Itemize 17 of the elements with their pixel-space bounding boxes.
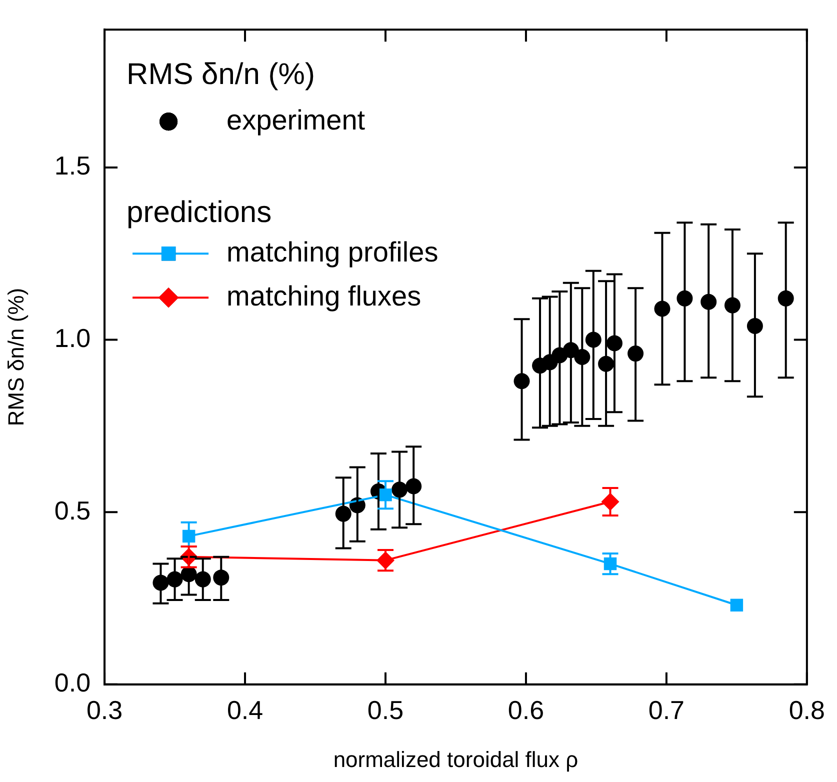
y-axis-title: RMS δn/n (%) [3, 288, 28, 426]
annotation: predictions [126, 196, 272, 229]
x-tick-label: 0.8 [788, 695, 826, 726]
y-tick-label: 0.5 [54, 495, 91, 526]
x-tick-label: 0.7 [648, 695, 685, 726]
y-tick-label: 1.0 [54, 322, 91, 353]
x-tick-label: 0.5 [367, 695, 404, 726]
x-tick-label: 0.3 [86, 695, 123, 726]
legend-title: RMS δn/n (%) [126, 58, 315, 91]
legend-label: matching profiles [226, 236, 438, 268]
x-tick-label: 0.6 [508, 695, 544, 726]
x-axis-title: normalized toroidal flux ρ [333, 746, 578, 772]
legend-label: matching fluxes [226, 280, 422, 312]
y-tick-label: 1.5 [54, 150, 91, 181]
legend-label: experiment [226, 104, 366, 136]
x-tick-label: 0.4 [226, 695, 264, 726]
y-tick-label: 0.0 [54, 668, 91, 698]
